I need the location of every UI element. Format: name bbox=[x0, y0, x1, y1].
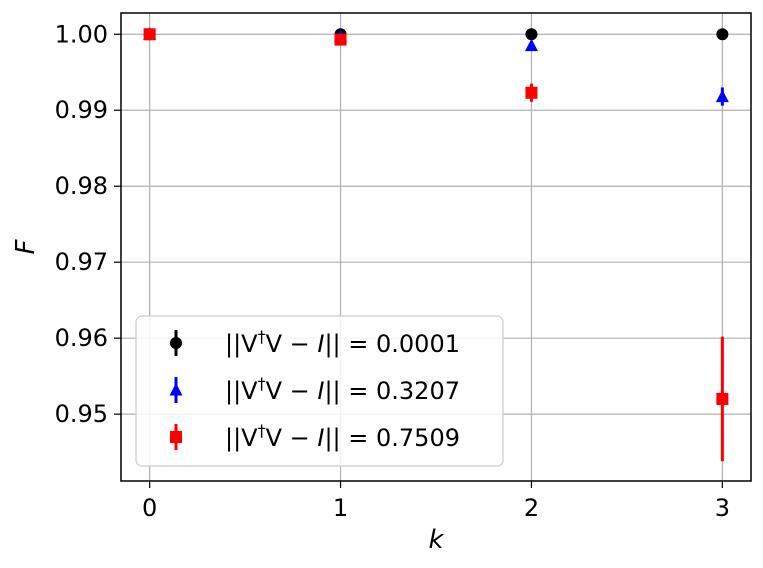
data-markers bbox=[143, 27, 729, 405]
x-tick-label: 0 bbox=[142, 494, 157, 522]
legend-label: ||V†V − I|| = 0.7509 bbox=[225, 421, 460, 452]
legend-marker-square bbox=[170, 431, 182, 443]
x-tick-label: 1 bbox=[333, 494, 348, 522]
axis-ticks: 0 1 2 3 0.95 0.96 0.97 0.98 0.99 1.00 bbox=[55, 20, 730, 522]
data-point-triangle bbox=[524, 38, 538, 52]
legend-marker-triangle bbox=[169, 383, 183, 396]
data-point-square bbox=[143, 28, 156, 41]
y-tick-label: 0.98 bbox=[55, 172, 108, 200]
legend-label: ||V†V − I|| = 0.0001 bbox=[225, 327, 460, 358]
y-tick-label: 0.96 bbox=[55, 324, 108, 352]
legend-marker-circle bbox=[170, 337, 182, 349]
legend-box bbox=[135, 315, 504, 467]
data-point-triangle bbox=[715, 89, 729, 103]
plot-frame bbox=[120, 12, 752, 482]
data-point-circle bbox=[716, 28, 729, 41]
data-point-square bbox=[716, 392, 729, 405]
y-tick-label: 0.95 bbox=[55, 400, 108, 428]
data-point-square bbox=[334, 33, 347, 46]
data-point-circle bbox=[525, 28, 538, 41]
x-axis-label: k bbox=[428, 525, 444, 555]
x-tick-label: 2 bbox=[524, 494, 539, 522]
y-tick-label: 0.99 bbox=[55, 96, 108, 124]
legend: ||V†V − I|| = 0.0001 ||V†V − I|| = 0.3207… bbox=[135, 315, 504, 467]
legend-label: ||V†V − I|| = 0.3207 bbox=[225, 374, 460, 405]
y-tick-label: 1.00 bbox=[55, 20, 108, 48]
y-tick-label: 0.97 bbox=[55, 248, 108, 276]
data-point-square bbox=[525, 86, 538, 99]
y-axis-label: F bbox=[11, 238, 41, 254]
x-tick-label: 3 bbox=[715, 494, 730, 522]
